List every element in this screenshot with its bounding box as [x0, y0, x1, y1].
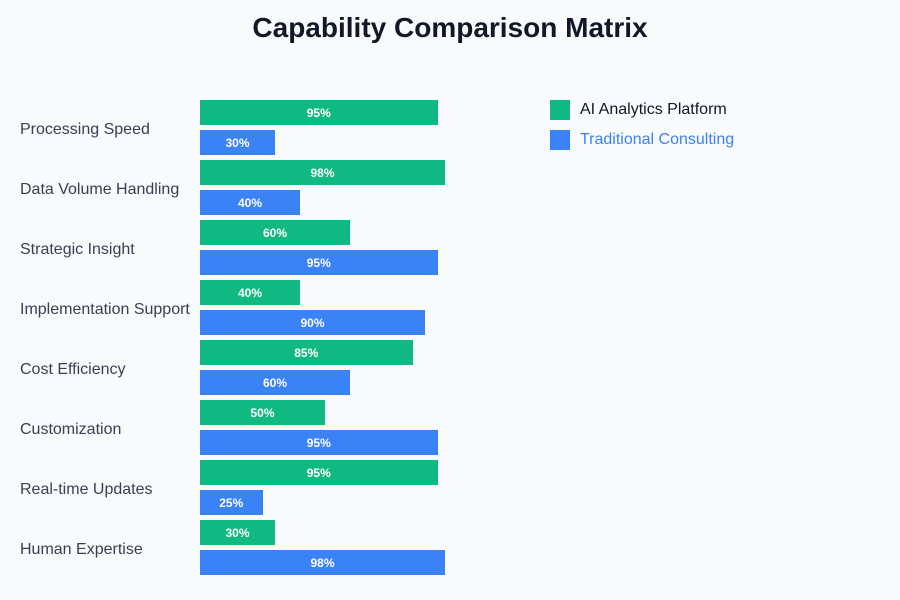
data-label: 30%	[225, 525, 250, 540]
bar-ai-analytics: 30%	[200, 520, 275, 545]
category-label: Customization	[20, 421, 122, 438]
data-label: 50%	[250, 405, 275, 420]
data-label: 95%	[306, 465, 331, 480]
bar-ai-analytics: 60%	[200, 220, 350, 245]
category-label: Cost Efficiency	[20, 361, 126, 378]
data-label: 60%	[262, 375, 288, 390]
bar-traditional-consulting: 98%	[200, 550, 445, 575]
category-label: Strategic Insight	[20, 241, 135, 258]
data-label: 25%	[219, 495, 244, 510]
category-label: Human Expertise	[20, 541, 143, 558]
bar-ai-analytics: 40%	[200, 280, 300, 305]
bar-traditional-consulting: 90%	[200, 310, 425, 335]
data-label: 95%	[306, 255, 331, 270]
data-label: 60%	[262, 225, 288, 240]
category-label: Data Volume Handling	[20, 181, 180, 198]
bar-traditional-consulting: 95%	[200, 430, 438, 455]
bar-ai-analytics: 50%	[200, 400, 325, 425]
chart-title: Capability Comparison Matrix	[252, 12, 648, 43]
legend-swatch	[550, 100, 570, 120]
legend-label: Traditional Consulting	[580, 131, 735, 148]
data-label: 40%	[237, 285, 263, 300]
data-label: 30%	[225, 135, 250, 150]
data-label: 85%	[294, 345, 319, 360]
bar-traditional-consulting: 40%	[200, 190, 300, 215]
bar-ai-analytics: 95%	[200, 460, 438, 485]
bar-traditional-consulting: 30%	[200, 130, 275, 155]
data-label: 95%	[306, 105, 331, 120]
data-label: 95%	[306, 435, 331, 450]
bar-traditional-consulting: 95%	[200, 250, 438, 275]
bar-ai-analytics: 98%	[200, 160, 445, 185]
bar-traditional-consulting: 25%	[200, 490, 263, 515]
bar-traditional-consulting: 60%	[200, 370, 350, 395]
legend-label: AI Analytics Platform	[580, 101, 727, 118]
bar-ai-analytics: 95%	[200, 100, 438, 125]
data-label: 90%	[300, 315, 325, 330]
category-label: Real-time Updates	[20, 481, 153, 498]
category-label: Implementation Support	[20, 301, 190, 318]
legend-swatch	[550, 130, 570, 150]
category-label: Processing Speed	[20, 121, 150, 138]
data-label: 98%	[310, 165, 335, 180]
bar-ai-analytics: 85%	[200, 340, 413, 365]
data-label: 98%	[310, 555, 335, 570]
data-label: 40%	[237, 195, 263, 210]
